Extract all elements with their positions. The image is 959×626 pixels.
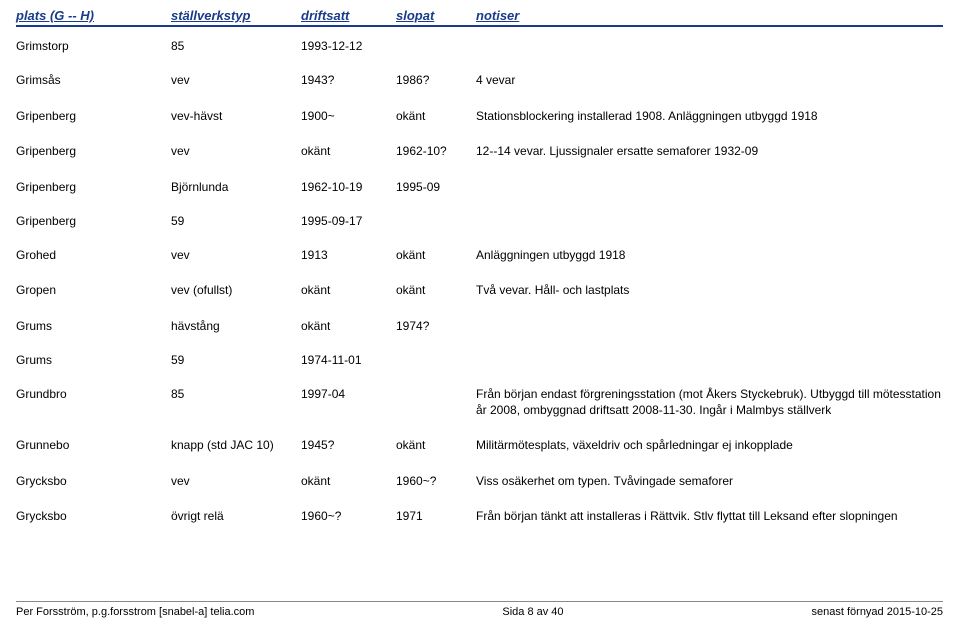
cell-slopat: okänt	[396, 248, 476, 262]
cell-notiser: Viss osäkerhet om typen. Tvåvingade sema…	[476, 474, 943, 490]
cell-slopat: 1960~?	[396, 474, 476, 488]
cell-plats: Grimstorp	[16, 39, 171, 53]
table-row: Grycksboövrigt relä1960~?1971 Från börja…	[16, 509, 943, 525]
cell-notiser: Militärmötesplats, växeldriv och spårled…	[476, 438, 943, 454]
cell-driftsatt: 1960~?	[301, 509, 396, 523]
table-row: Gripenbergvev-hävst1900~okäntStationsblo…	[16, 109, 943, 125]
table-row: Grohedvev1913okäntAnläggningen utbyggd 1…	[16, 248, 943, 264]
cell-driftsatt: 1995-09-17	[301, 214, 396, 228]
cell-driftsatt: 1962-10-19	[301, 180, 396, 194]
cell-driftsatt: 1900~	[301, 109, 396, 123]
cell-driftsatt: okänt	[301, 283, 396, 297]
cell-plats: Grycksbo	[16, 509, 171, 523]
cell-plats: Grycksbo	[16, 474, 171, 488]
page-footer: Per Forsström, p.g.forsstrom [snabel-a] …	[16, 601, 943, 618]
cell-typ: vev	[171, 474, 301, 488]
cell-slopat: 1962-10?	[396, 144, 476, 158]
cell-plats: Gropen	[16, 283, 171, 297]
cell-typ: Björnlunda	[171, 180, 301, 194]
cell-plats: Gripenberg	[16, 109, 171, 123]
table-row: Grums591974-11-01	[16, 353, 943, 367]
table-row: Gripenbergvevokänt1962-10?12--14 vevar. …	[16, 144, 943, 160]
cell-slopat: 1974?	[396, 319, 476, 333]
cell-typ: vev-hävst	[171, 109, 301, 123]
table-row: Grundbro851997-04 Från början endast förg…	[16, 387, 943, 418]
cell-plats: Gripenberg	[16, 180, 171, 194]
cell-slopat: 1971	[396, 509, 476, 523]
cell-plats: Gripenberg	[16, 214, 171, 228]
table-row: Gropenvev (ofullst)okäntokäntTvå vevar. …	[16, 283, 943, 299]
cell-notiser: Anläggningen utbyggd 1918	[476, 248, 943, 264]
cell-typ: 85	[171, 387, 301, 401]
cell-plats: Grunnebo	[16, 438, 171, 452]
header-typ: ställverkstyp	[171, 8, 301, 23]
cell-notiser: Från början endast förgreningsstation (m…	[476, 387, 943, 418]
cell-notiser: Två vevar. Håll- och lastplats	[476, 283, 943, 299]
table-row: Grunneboknapp (std JAC 10)1945?okäntMili…	[16, 438, 943, 454]
cell-driftsatt: okänt	[301, 144, 396, 158]
cell-plats: Grundbro	[16, 387, 171, 401]
cell-plats: Grohed	[16, 248, 171, 262]
cell-slopat: 1995-09	[396, 180, 476, 194]
cell-driftsatt: 1993-12-12	[301, 39, 396, 53]
cell-notiser: 12--14 vevar. Ljussignaler ersatte semaf…	[476, 144, 943, 160]
table-row: Grimsåsvev1943?1986?4 vevar	[16, 73, 943, 89]
cell-typ: vev	[171, 144, 301, 158]
cell-slopat: okänt	[396, 283, 476, 297]
cell-driftsatt: okänt	[301, 474, 396, 488]
header-slopat: slopat	[396, 8, 476, 23]
table-row: GripenbergBjörnlunda1962-10-191995-09	[16, 180, 943, 194]
cell-typ: vev	[171, 248, 301, 262]
cell-slopat: okänt	[396, 109, 476, 123]
cell-plats: Grums	[16, 319, 171, 333]
footer-left: Per Forsström, p.g.forsstrom [snabel-a] …	[16, 606, 254, 618]
cell-slopat: okänt	[396, 438, 476, 452]
table-body: Grimstorp851993-12-12Grimsåsvev1943?1986…	[16, 39, 943, 525]
cell-typ: knapp (std JAC 10)	[171, 438, 301, 452]
cell-driftsatt: 1945?	[301, 438, 396, 452]
footer-center: Sida 8 av 40	[502, 606, 563, 618]
header-driftsatt: driftsatt	[301, 8, 396, 23]
cell-notiser: 4 vevar	[476, 73, 943, 89]
table-row: Grycksbovevokänt1960~?Viss osäkerhet om …	[16, 474, 943, 490]
cell-plats: Gripenberg	[16, 144, 171, 158]
cell-typ: hävstång	[171, 319, 301, 333]
cell-typ: 59	[171, 214, 301, 228]
header-notiser: notiser	[476, 8, 943, 23]
cell-driftsatt: 1974-11-01	[301, 353, 396, 367]
table-header: plats (G -- H) ställverkstyp driftsatt s…	[16, 8, 943, 27]
header-plats: plats (G -- H)	[16, 8, 171, 23]
cell-typ: övrigt relä	[171, 509, 301, 523]
cell-driftsatt: okänt	[301, 319, 396, 333]
footer-right: senast förnyad 2015-10-25	[812, 606, 943, 618]
cell-driftsatt: 1943?	[301, 73, 396, 87]
cell-typ: vev	[171, 73, 301, 87]
cell-notiser: Från början tänkt att installeras i Rätt…	[476, 509, 943, 525]
table-row: Grumshävstångokänt1974?	[16, 319, 943, 333]
cell-typ: 85	[171, 39, 301, 53]
cell-plats: Grimsås	[16, 73, 171, 87]
cell-slopat: 1986?	[396, 73, 476, 87]
cell-typ: vev (ofullst)	[171, 283, 301, 297]
cell-plats: Grums	[16, 353, 171, 367]
table-row: Grimstorp851993-12-12	[16, 39, 943, 53]
cell-driftsatt: 1997-04	[301, 387, 396, 401]
cell-notiser: Stationsblockering installerad 1908. Anl…	[476, 109, 943, 125]
cell-driftsatt: 1913	[301, 248, 396, 262]
table-row: Gripenberg591995-09-17	[16, 214, 943, 228]
cell-typ: 59	[171, 353, 301, 367]
